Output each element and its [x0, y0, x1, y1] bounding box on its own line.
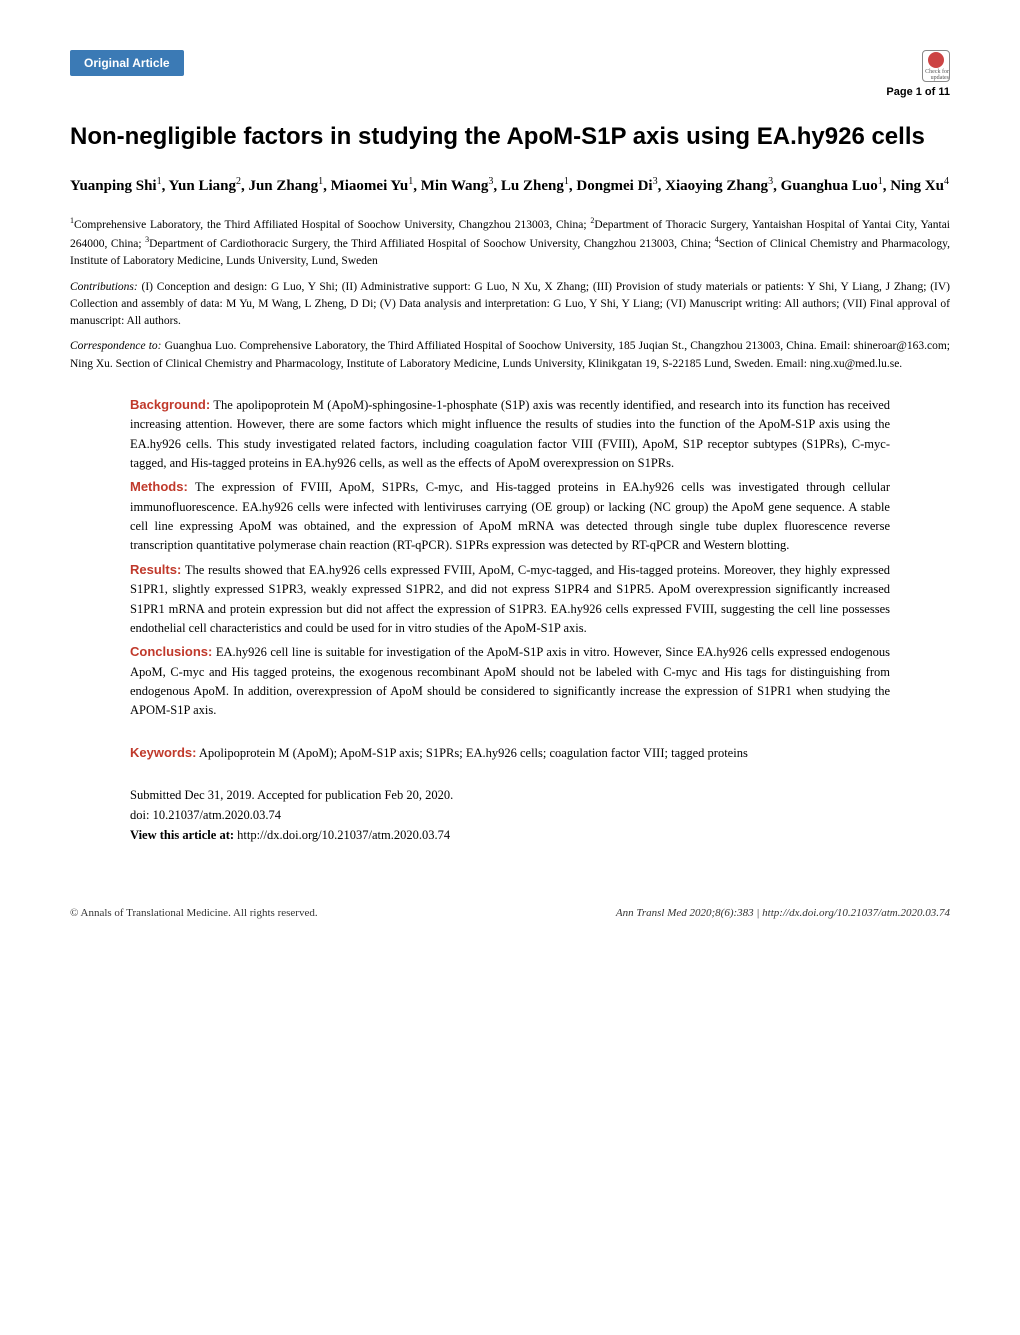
contributions-label: Contributions:: [70, 281, 138, 293]
correspondence-text: Guanghua Luo. Comprehensive Laboratory, …: [70, 340, 950, 369]
methods-text: The expression of FVIII, ApoM, S1PRs, C-…: [130, 480, 890, 552]
conclusions-label: Conclusions:: [130, 644, 212, 659]
footer-citation: Ann Transl Med 2020;8(6):383 | http://dx…: [616, 905, 950, 922]
background-label: Background:: [130, 397, 210, 412]
page-number: Page 1 of 11: [886, 84, 950, 101]
authors-list: Yuanping Shi1, Yun Liang2, Jun Zhang1, M…: [70, 174, 950, 198]
view-article-url[interactable]: http://dx.doi.org/10.21037/atm.2020.03.7…: [234, 828, 450, 842]
submitted-line: Submitted Dec 31, 2019. Accepted for pub…: [130, 785, 890, 805]
methods-label: Methods:: [130, 479, 188, 494]
results-text: The results showed that EA.hy926 cells e…: [130, 563, 890, 635]
meta-block: Submitted Dec 31, 2019. Accepted for pub…: [130, 785, 890, 845]
footer-copyright: © Annals of Translational Medicine. All …: [70, 905, 318, 922]
keywords-text: Apolipoprotein M (ApoM); ApoM-S1P axis; …: [196, 746, 747, 760]
contributions-text: (I) Conception and design: G Luo, Y Shi;…: [70, 281, 950, 328]
results-label: Results:: [130, 562, 181, 577]
view-article-label: View this article at:: [130, 828, 234, 842]
article-title: Non-negligible factors in studying the A…: [70, 121, 950, 152]
header-right: Check for updates Page 1 of 11: [886, 50, 950, 101]
check-updates-icon[interactable]: Check for updates: [922, 50, 950, 82]
conclusions-text: EA.hy926 cell line is suitable for inves…: [130, 645, 890, 717]
results-paragraph: Results: The results showed that EA.hy92…: [130, 560, 890, 639]
background-text: The apolipoprotein M (ApoM)-sphingosine-…: [130, 398, 890, 470]
page-footer: © Annals of Translational Medicine. All …: [70, 905, 950, 922]
correspondence: Correspondence to: Guanghua Luo. Compreh…: [70, 338, 950, 373]
affiliations: 1Comprehensive Laboratory, the Third Aff…: [70, 215, 950, 270]
header-row: Original Article Check for updates Page …: [70, 50, 950, 101]
abstract-block: Background: The apolipoprotein M (ApoM)-…: [130, 395, 890, 721]
conclusions-paragraph: Conclusions: EA.hy926 cell line is suita…: [130, 642, 890, 721]
background-paragraph: Background: The apolipoprotein M (ApoM)-…: [130, 395, 890, 474]
methods-paragraph: Methods: The expression of FVIII, ApoM, …: [130, 477, 890, 556]
keywords-label: Keywords:: [130, 745, 196, 760]
view-article-line: View this article at: http://dx.doi.org/…: [130, 825, 890, 845]
check-updates-label: Check for updates: [923, 69, 949, 81]
correspondence-label: Correspondence to:: [70, 340, 161, 352]
contributions: Contributions: (I) Conception and design…: [70, 279, 950, 331]
article-type-badge: Original Article: [70, 50, 184, 76]
doi-line: doi: 10.21037/atm.2020.03.74: [130, 805, 890, 825]
keywords-block: Keywords: Apolipoprotein M (ApoM); ApoM-…: [130, 743, 890, 763]
